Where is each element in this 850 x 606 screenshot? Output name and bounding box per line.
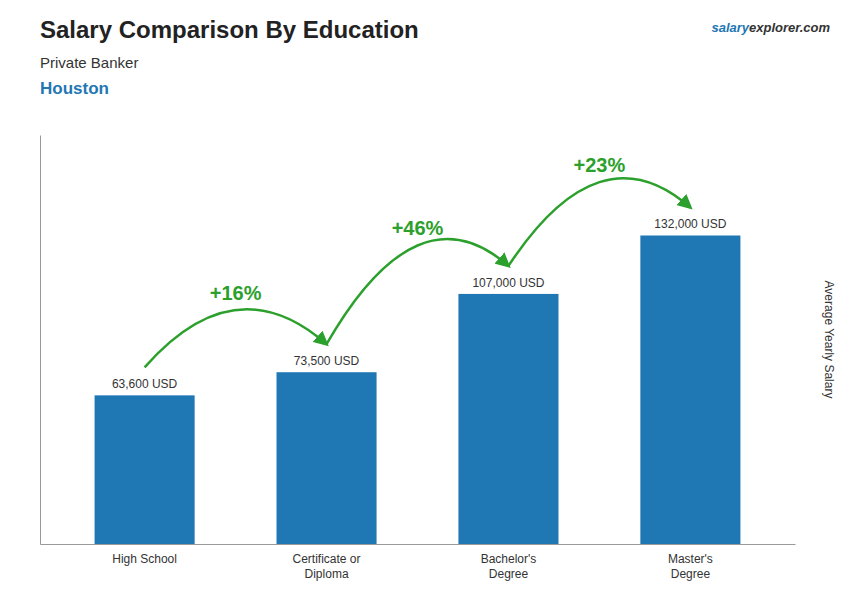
annotation: +23%	[574, 154, 626, 176]
y-axis	[40, 136, 41, 545]
x-tick-label-line: Degree	[671, 567, 711, 581]
x-tick-label-line: Diploma	[305, 567, 349, 581]
annotation: +16%	[210, 282, 262, 304]
watermark-part: explorer.com	[749, 20, 830, 35]
x-tick: Bachelor'sDegree	[481, 552, 537, 582]
bar	[458, 294, 558, 544]
x-axis-line	[41, 544, 796, 545]
arrow	[145, 309, 327, 367]
annotation: +46%	[392, 217, 444, 239]
annotations: +16% +46% +23%	[145, 154, 691, 367]
x-tick: Master'sDegree	[668, 552, 713, 582]
x-axis: High School Certificate orDiploma Bachelor…	[41, 545, 796, 582]
watermark-part: salary	[711, 20, 749, 35]
x-tick-label-line: Master's	[668, 552, 713, 566]
x-tick-label-line: Bachelor's	[481, 552, 537, 566]
plot: High School Certificate orDiploma Bachelor…	[41, 136, 796, 582]
subtitle: Houston	[40, 79, 109, 98]
x-tick-label: Bachelor'sDegree	[481, 552, 537, 582]
x-tick-label-line: High School	[112, 552, 177, 566]
chart: Salary Comparison By Education Private Ba…	[0, 0, 850, 606]
bar	[277, 372, 377, 544]
data-label: 73,500 USD	[294, 354, 360, 368]
bars	[95, 235, 741, 544]
x-tick-label: Master'sDegree	[668, 552, 713, 582]
arrow	[508, 178, 690, 266]
data-label: 132,000 USD	[654, 217, 726, 231]
data-labels: 63,600 USD 73,500 USD 107,000 USD 132,000 U…	[112, 217, 727, 391]
watermark: salaryexplorer.com	[711, 20, 830, 35]
y-axis-line	[40, 136, 41, 545]
bar	[640, 235, 740, 544]
y-axis-label: Average Yearly Salary	[822, 281, 836, 399]
x-tick-label-line: Degree	[489, 567, 529, 581]
subtitle: Private Banker	[40, 54, 138, 71]
arrow	[327, 239, 509, 344]
x-tick: High School	[112, 552, 177, 566]
x-tick-label: High School	[112, 552, 177, 566]
data-label: 107,000 USD	[472, 276, 544, 290]
bar	[95, 395, 195, 544]
x-tick-label-line: Certificate or	[293, 552, 361, 566]
title: Salary Comparison By Education	[40, 16, 419, 43]
data-label: 63,600 USD	[112, 377, 178, 391]
x-tick: Certificate orDiploma	[293, 552, 361, 582]
x-tick-label: Certificate orDiploma	[293, 552, 361, 582]
